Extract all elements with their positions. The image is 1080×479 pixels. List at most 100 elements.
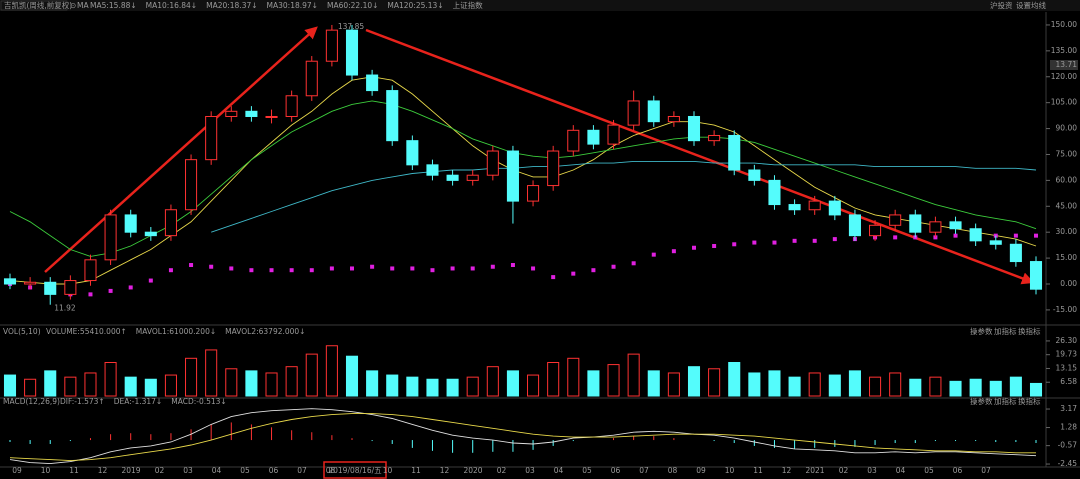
candle-body	[345, 29, 359, 76]
volume-bar	[848, 370, 861, 397]
volume-bar	[84, 372, 97, 397]
index-mark	[953, 233, 958, 238]
volume-bar	[768, 370, 781, 397]
title-icon: ⊙	[70, 1, 76, 10]
panel-tool[interactable]: 换指标	[1018, 396, 1041, 406]
candle-body	[265, 115, 278, 118]
candle-body	[547, 150, 560, 187]
y-tick-label: 120.00	[1051, 72, 1077, 81]
index-mark	[168, 268, 173, 273]
index-mark	[148, 278, 153, 283]
panel-tool[interactable]: 加指标	[994, 396, 1017, 406]
link[interactable]: 设置均线	[1016, 0, 1046, 10]
y-tick-label: 26.30	[1056, 336, 1078, 345]
volume-bar	[124, 376, 137, 397]
volume-bar	[969, 378, 982, 397]
y-tick-label: 60.00	[1056, 175, 1078, 184]
index-mark	[531, 266, 536, 271]
panel-tool[interactable]: 操参数	[970, 326, 993, 336]
x-tick-label: 10	[383, 466, 393, 475]
y-tick-label: 30.00	[1056, 227, 1078, 236]
volume-bar	[185, 357, 198, 397]
candle-body	[44, 281, 57, 295]
index-mark	[812, 238, 817, 243]
volume-bar	[466, 376, 479, 397]
index-mark	[772, 240, 777, 245]
stock-title: 吉凯凯(周线,前复权)	[4, 0, 72, 10]
candle-body	[909, 214, 922, 233]
candle-body	[527, 185, 540, 202]
candle-body	[325, 29, 338, 62]
legend-item: VOLUME:55410.000↑	[46, 327, 127, 336]
volume-bar	[869, 376, 882, 397]
candle-body	[607, 124, 620, 145]
index-mark	[390, 266, 395, 271]
volume-bar	[245, 370, 258, 397]
link[interactable]: 沪投资	[990, 0, 1013, 10]
candle-body	[124, 214, 137, 233]
candle-body	[366, 74, 379, 92]
high-label: 137.85	[338, 22, 364, 31]
volume-bar	[164, 374, 177, 397]
volume-bar	[627, 353, 640, 397]
volume-bar	[366, 370, 379, 397]
index-mark	[752, 240, 757, 245]
ma-line	[9, 100, 1037, 257]
candle-body	[1009, 243, 1022, 263]
candle-body	[989, 240, 1002, 245]
y-tick-label: 15.00	[1056, 253, 1078, 262]
index-mark	[651, 252, 656, 257]
candle-body	[245, 110, 258, 117]
volume-bar	[285, 366, 298, 397]
candle-body	[64, 280, 77, 295]
index-mark	[832, 237, 837, 242]
volume-bar	[587, 370, 600, 397]
candle-body	[426, 164, 439, 176]
panel-tool[interactable]: 加指标	[994, 326, 1017, 336]
x-tick-label: 02	[155, 466, 165, 475]
x-tick-label: 06	[953, 466, 963, 475]
volume-bar	[406, 376, 419, 397]
legend-item: MAVOL1:61000.200↓	[136, 327, 216, 336]
index-mark	[229, 266, 234, 271]
x-tick-label: 12	[782, 466, 792, 475]
volume-bar	[667, 372, 680, 397]
cursor-date: 2019/08/16/五	[328, 466, 382, 475]
legend-item: DIF:-1.573↑	[60, 397, 105, 406]
legend-item: MA20:18.37↓	[206, 1, 257, 10]
y-tick-label: 90.00	[1056, 124, 1078, 133]
index-mark	[470, 266, 475, 271]
candle-body	[848, 214, 861, 237]
low-label: 11.92	[54, 304, 76, 313]
x-tick-label: 02	[497, 466, 507, 475]
candle-body	[728, 134, 741, 171]
panel-title: VOL(5,10)	[3, 327, 41, 336]
index-mark	[571, 271, 576, 276]
index-mark	[329, 266, 334, 271]
candle-body	[506, 150, 519, 202]
candle-body	[949, 221, 962, 230]
index-mark	[249, 268, 254, 273]
candle-body	[3, 278, 17, 285]
candle-body	[225, 110, 238, 117]
x-tick-label: 05	[582, 466, 592, 475]
volume-bar	[708, 368, 721, 397]
y-tick-label: 13.15	[1056, 363, 1078, 372]
x-tick-label: 11	[411, 466, 421, 475]
x-tick-label: 07	[639, 466, 649, 475]
index-mark	[631, 261, 636, 266]
candle-body	[929, 221, 942, 233]
volume-bar	[748, 372, 761, 397]
index-mark	[350, 266, 354, 271]
x-tick-label: 05	[924, 466, 934, 475]
volume-bar	[567, 357, 580, 397]
panel-tool[interactable]: 操参数	[970, 396, 993, 406]
candle-body	[1029, 261, 1043, 290]
panel-tool[interactable]: 换指标	[1018, 326, 1041, 336]
x-tick-label: 03	[183, 466, 193, 475]
x-tick-label: 08	[326, 466, 336, 475]
candle-body	[386, 90, 399, 142]
index-mark	[370, 264, 375, 269]
candle-body	[84, 259, 97, 282]
